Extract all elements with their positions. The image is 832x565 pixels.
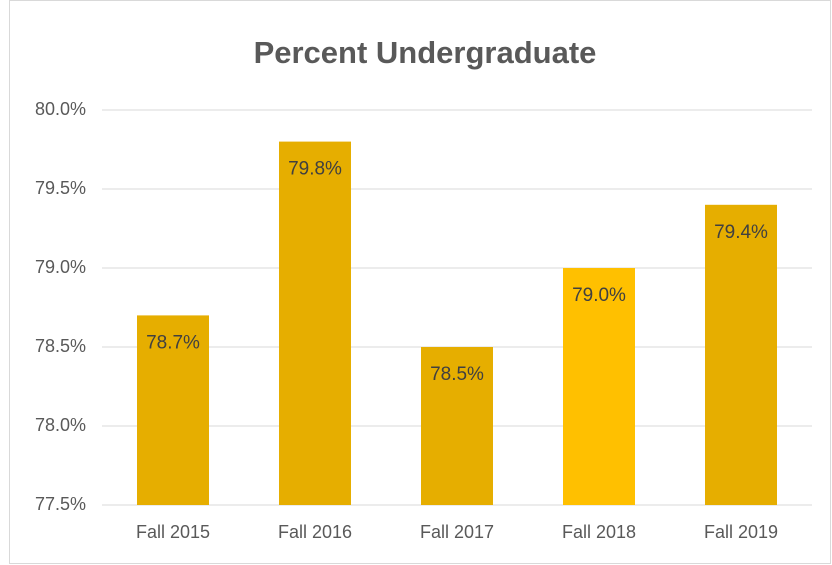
bar [705, 204, 777, 506]
x-tick-label: Fall 2017 [420, 522, 494, 542]
y-tick-label: 79.5% [35, 178, 86, 198]
x-tick-label: Fall 2016 [278, 522, 352, 542]
y-tick-label: 78.5% [35, 336, 86, 356]
y-tick-label: 79.0% [35, 257, 86, 277]
y-tick-label: 77.5% [35, 494, 86, 514]
data-label: 79.4% [714, 222, 768, 243]
x-tick-label: Fall 2015 [136, 522, 210, 542]
data-label: 79.8% [288, 159, 342, 180]
bar [137, 315, 209, 505]
x-tick-label: Fall 2019 [704, 522, 778, 542]
y-tick-label: 80.0% [35, 99, 86, 119]
data-label: 78.5% [430, 364, 484, 385]
x-tick-label: Fall 2018 [562, 522, 636, 542]
y-tick-label: 78.0% [35, 415, 86, 435]
data-label: 78.7% [146, 332, 200, 353]
bar [421, 347, 493, 505]
chart-title: Percent Undergraduate [254, 35, 597, 70]
data-label: 79.0% [572, 285, 626, 306]
bar [563, 268, 635, 505]
bar [279, 141, 351, 505]
